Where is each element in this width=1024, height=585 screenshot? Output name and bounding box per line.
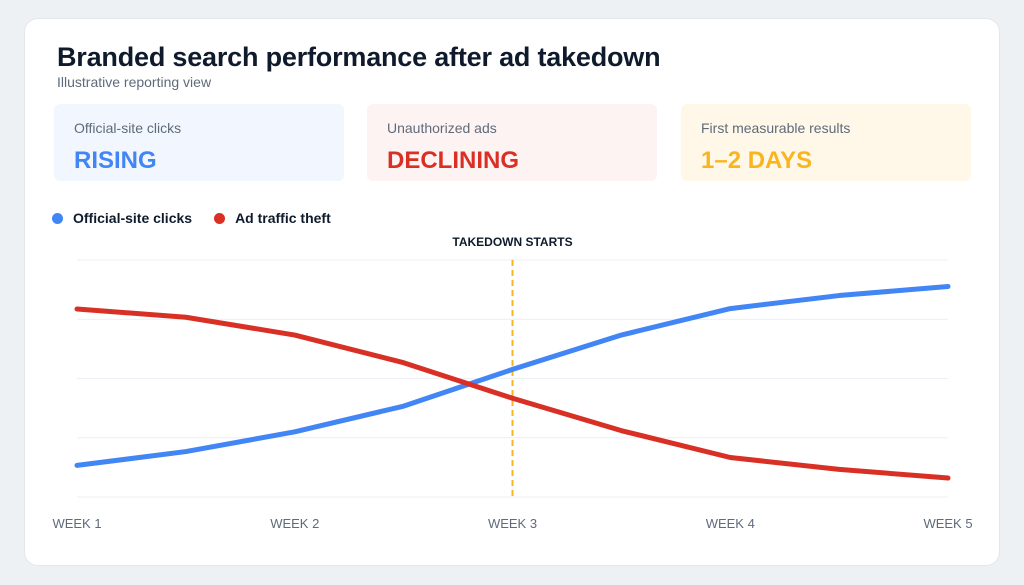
kpi-value: 1–2 DAYS (701, 147, 813, 174)
x-tick-label: WEEK 1 (52, 516, 101, 531)
legend-marker-blue (52, 212, 63, 224)
legend-item-official-clicks[interactable]: Official-site clicks (52, 210, 192, 226)
kpi-card-official-clicks: Official-site clicks RISING (54, 104, 344, 181)
legend-label: Official-site clicks (73, 210, 193, 226)
page-title: Branded search performance after ad take… (57, 42, 661, 72)
kpi-value: RISING (74, 147, 157, 174)
x-tick-label: WEEK 5 (923, 516, 972, 531)
kpi-value: DECLINING (387, 147, 519, 174)
takedown-annotation: TAKEDOWN STARTS (452, 235, 572, 249)
legend-item-ad-theft[interactable]: Ad traffic theft (214, 210, 331, 226)
kpi-label: First measurable results (701, 120, 851, 136)
chart-legend: Official-site clicks Ad traffic theft (52, 208, 353, 228)
x-tick-label: WEEK 2 (270, 516, 319, 531)
legend-marker-red (214, 212, 226, 224)
kpi-card-first-results: First measurable results 1–2 DAYS (681, 104, 971, 181)
kpi-label: Official-site clicks (74, 120, 182, 136)
page-subtitle: Illustrative reporting view (57, 74, 212, 90)
legend-label: Ad traffic theft (235, 210, 331, 226)
x-tick-label: WEEK 4 (706, 516, 755, 531)
x-tick-label: WEEK 3 (488, 516, 537, 531)
kpi-label: Unauthorized ads (387, 120, 497, 136)
kpi-card-unauthorized-ads: Unauthorized ads DECLINING (367, 104, 657, 181)
